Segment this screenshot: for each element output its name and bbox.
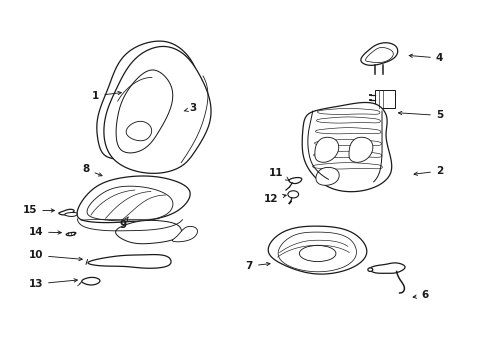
- Text: 1: 1: [92, 91, 121, 101]
- Polygon shape: [172, 226, 197, 242]
- Text: 11: 11: [268, 168, 288, 180]
- Text: 3: 3: [184, 103, 197, 113]
- Text: 4: 4: [408, 53, 442, 63]
- Polygon shape: [87, 186, 173, 221]
- Polygon shape: [314, 139, 381, 146]
- Polygon shape: [66, 232, 76, 236]
- Text: 2: 2: [413, 166, 442, 176]
- Polygon shape: [278, 232, 356, 272]
- Polygon shape: [103, 46, 211, 173]
- Polygon shape: [302, 103, 391, 192]
- Text: 13: 13: [28, 279, 77, 289]
- Polygon shape: [368, 263, 404, 273]
- Text: 9: 9: [119, 217, 128, 230]
- Polygon shape: [77, 176, 190, 222]
- FancyBboxPatch shape: [374, 90, 394, 108]
- Polygon shape: [88, 255, 171, 268]
- Polygon shape: [312, 163, 382, 169]
- Polygon shape: [59, 209, 74, 215]
- Polygon shape: [81, 278, 100, 285]
- Text: 15: 15: [22, 206, 54, 216]
- Ellipse shape: [299, 246, 335, 262]
- Text: 12: 12: [264, 194, 285, 204]
- Polygon shape: [315, 167, 339, 185]
- Polygon shape: [317, 108, 379, 114]
- Polygon shape: [64, 212, 77, 216]
- Polygon shape: [316, 117, 380, 123]
- Text: 8: 8: [82, 164, 102, 176]
- Text: 5: 5: [398, 111, 442, 121]
- Polygon shape: [268, 226, 366, 274]
- Polygon shape: [360, 43, 397, 65]
- Polygon shape: [97, 41, 198, 162]
- Ellipse shape: [287, 191, 298, 198]
- Polygon shape: [315, 128, 380, 134]
- Polygon shape: [115, 220, 181, 244]
- Ellipse shape: [367, 268, 372, 271]
- Polygon shape: [348, 137, 372, 162]
- Polygon shape: [313, 151, 381, 158]
- Text: 6: 6: [412, 291, 427, 301]
- Text: 10: 10: [28, 250, 82, 261]
- Polygon shape: [365, 48, 392, 63]
- Polygon shape: [314, 137, 338, 162]
- Text: 7: 7: [245, 261, 269, 271]
- Text: 14: 14: [28, 227, 61, 237]
- Polygon shape: [116, 70, 172, 153]
- Polygon shape: [288, 177, 301, 184]
- Polygon shape: [126, 121, 151, 141]
